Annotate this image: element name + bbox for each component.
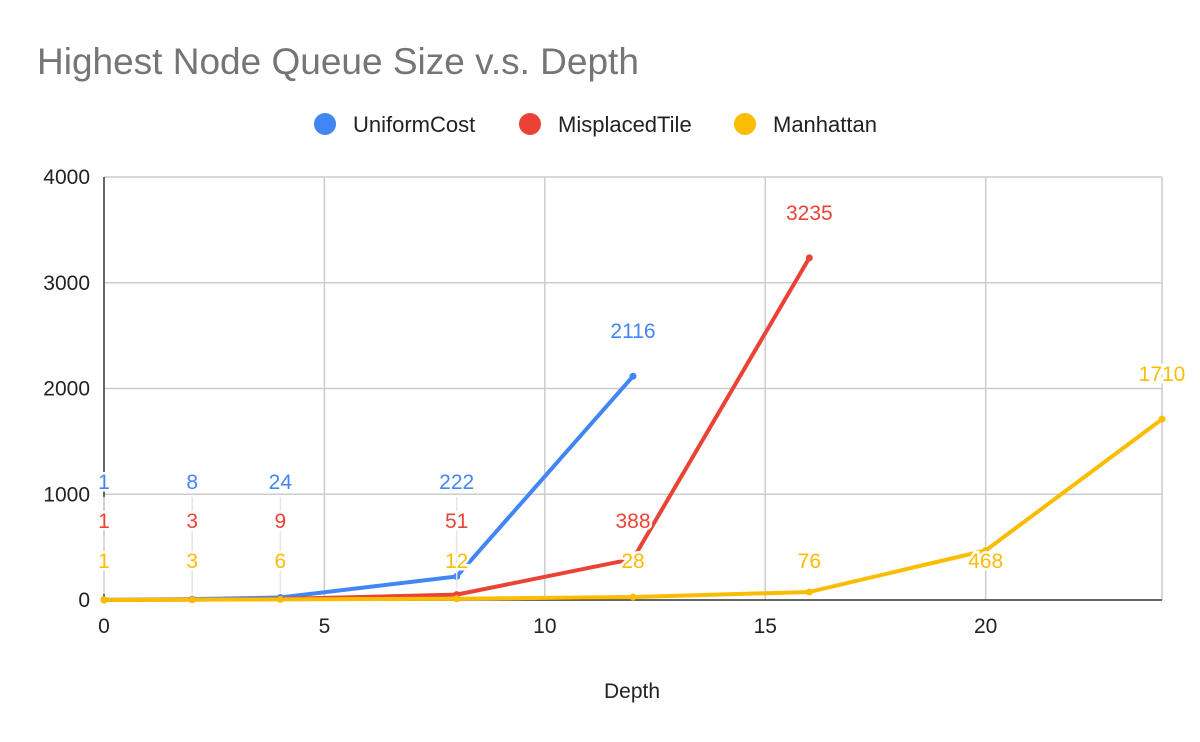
legend-label-misplaced-tile: MisplacedTile — [558, 112, 692, 137]
data-point-manhattan — [806, 588, 813, 595]
data-label-manhattan: 1 — [98, 550, 110, 573]
data-label-manhattan: 28 — [621, 550, 644, 573]
data-label-misplaced-tile: 51 — [445, 510, 468, 533]
data-label-misplaced-tile: 9 — [274, 510, 286, 533]
data-label-uniform-cost: 1 — [98, 471, 110, 494]
data-label-uniform-cost: 24 — [269, 471, 293, 494]
y-tick-label: 1000 — [43, 483, 90, 506]
data-label-uniform-cost: 222 — [439, 471, 474, 494]
y-tick-label: 0 — [78, 589, 90, 612]
data-point-manhattan — [1159, 416, 1166, 423]
data-label-manhattan: 468 — [968, 550, 1003, 573]
x-tick-label: 5 — [319, 615, 331, 638]
data-label-manhattan: 1710 — [1139, 363, 1186, 386]
legend-marker-manhattan — [734, 113, 756, 135]
x-tick-label: 20 — [974, 615, 997, 638]
legend-marker-uniform-cost — [314, 113, 336, 135]
data-point-manhattan — [630, 594, 637, 601]
data-point-manhattan — [189, 596, 196, 603]
x-axis-label: Depth — [604, 680, 660, 703]
data-label-manhattan: 3 — [186, 550, 198, 573]
legend-label-uniform-cost: UniformCost — [353, 112, 475, 137]
x-tick-label: 15 — [754, 615, 777, 638]
legend: UniformCost MisplacedTile Manhattan — [314, 112, 877, 137]
x-tick-label: 0 — [98, 615, 110, 638]
legend-label-manhattan: Manhattan — [773, 112, 877, 137]
data-label-uniform-cost: 8 — [186, 471, 198, 494]
data-point-manhattan — [453, 595, 460, 602]
y-axis-ticks: 0 1000 2000 3000 4000 — [43, 166, 90, 612]
data-label-manhattan: 12 — [445, 550, 468, 573]
data-label-misplaced-tile: 1 — [98, 510, 110, 533]
y-tick-label: 2000 — [43, 378, 90, 401]
data-label-misplaced-tile: 388 — [615, 510, 650, 533]
data-point-uniform-cost — [630, 373, 637, 380]
data-point-manhattan — [277, 596, 284, 603]
series-line-uniform-cost — [104, 376, 633, 600]
y-tick-label: 3000 — [43, 272, 90, 295]
data-label-manhattan: 76 — [798, 550, 821, 573]
data-label-uniform-cost: 2116 — [610, 320, 655, 343]
legend-marker-misplaced-tile — [519, 113, 541, 135]
data-label-manhattan: 6 — [274, 550, 286, 573]
data-point-misplaced-tile — [806, 254, 813, 261]
y-tick-label: 4000 — [43, 166, 90, 189]
data-label-misplaced-tile: 3235 — [786, 202, 833, 225]
data-point-manhattan — [101, 596, 108, 603]
x-axis-ticks: 0 5 10 15 20 — [98, 615, 997, 638]
chart-title: Highest Node Queue Size v.s. Depth — [37, 41, 639, 82]
data-label-misplaced-tile: 3 — [186, 510, 198, 533]
x-tick-label: 10 — [533, 615, 556, 638]
